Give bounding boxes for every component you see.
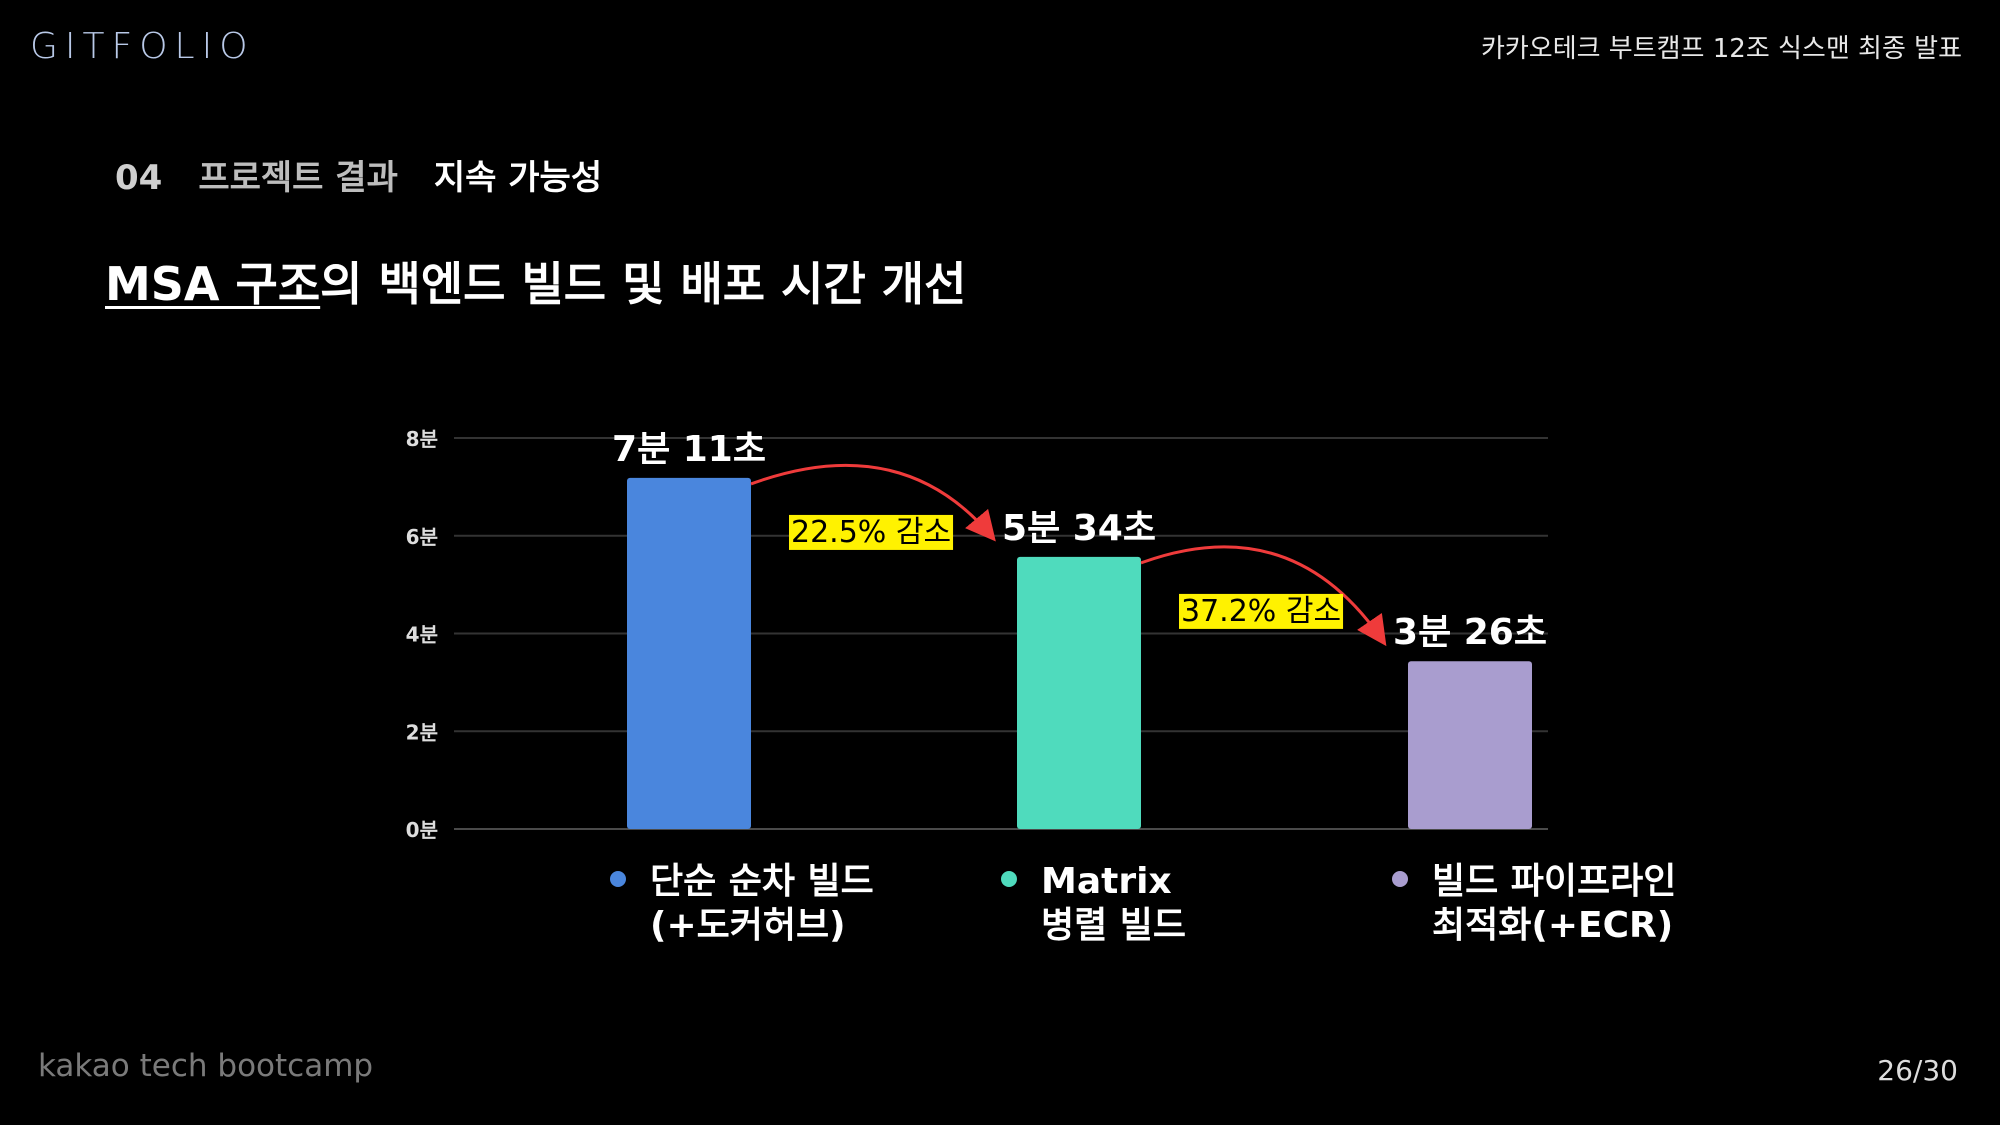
- y-tick-label: 6분: [406, 525, 438, 549]
- section-subtitle: 지속 가능성: [433, 158, 603, 198]
- reduction-label: 37.2% 감소: [1181, 594, 1341, 629]
- data-label: 7분 11초: [612, 429, 766, 470]
- page-number: 26/30: [1877, 1054, 1958, 1087]
- legend-dot: [1392, 871, 1408, 887]
- section-category: 프로젝트 결과: [198, 158, 398, 198]
- legend-item: 빌드 파이프라인 최적화(+ECR): [1392, 860, 1676, 948]
- legend-dot: [1001, 871, 1017, 887]
- section-number: 04: [115, 158, 163, 198]
- reduction-label: 22.5% 감소: [791, 515, 951, 550]
- legend-dot: [610, 871, 626, 887]
- legend-item: 단순 순차 빌드 (+도커허브): [610, 860, 874, 948]
- bar: [1408, 661, 1532, 829]
- legend-label-line: 최적화(+ECR): [1432, 905, 1674, 946]
- data-label: 5분 34초: [1002, 508, 1156, 549]
- y-tick-label: 0분: [406, 818, 438, 842]
- reduction-arrow: [1140, 545, 1387, 647]
- legend-label: 단순 순차 빌드 (+도커허브): [650, 860, 874, 948]
- legend-label: Matrix 병렬 빌드: [1041, 860, 1186, 948]
- legend-label: 빌드 파이프라인 최적화(+ECR): [1432, 860, 1676, 948]
- reduction-label-highlight: [789, 514, 954, 550]
- headline-rest: 의 백엔드 빌드 및 배포 시간 개선: [320, 257, 967, 311]
- legend-label-line: 빌드 파이프라인: [1432, 861, 1677, 902]
- legend-label-line: (+도커허브): [650, 905, 846, 946]
- legend-label-line: Matrix: [1041, 861, 1172, 902]
- headline-underlined: MSA 구조: [105, 257, 321, 311]
- legend-item: Matrix 병렬 빌드: [1001, 860, 1186, 948]
- y-tick-label: 8분: [406, 427, 438, 451]
- y-tick-label: 2분: [406, 720, 438, 744]
- bar: [627, 477, 751, 829]
- bar: [1017, 556, 1141, 829]
- section-breadcrumb: 04 프로젝트 결과 지속 가능성: [115, 150, 602, 199]
- reduction-label-highlight: [1179, 593, 1344, 629]
- y-tick-label: 4분: [406, 623, 438, 647]
- footer-brand: kakao tech bootcamp: [38, 1048, 374, 1084]
- slide-headline: MSA 구조의 백엔드 빌드 및 배포 시간 개선: [105, 248, 966, 314]
- legend-label-line: 단순 순차 빌드: [650, 861, 874, 902]
- gitfolio-logo: GITFOLIO: [30, 26, 255, 67]
- reduction-arrow: [750, 463, 996, 542]
- legend-label-line: 병렬 빌드: [1041, 905, 1187, 946]
- event-title: 카카오테크 부트캠프 12조 식스맨 최종 발표: [1480, 34, 1962, 64]
- data-label: 3분 26초: [1393, 612, 1547, 653]
